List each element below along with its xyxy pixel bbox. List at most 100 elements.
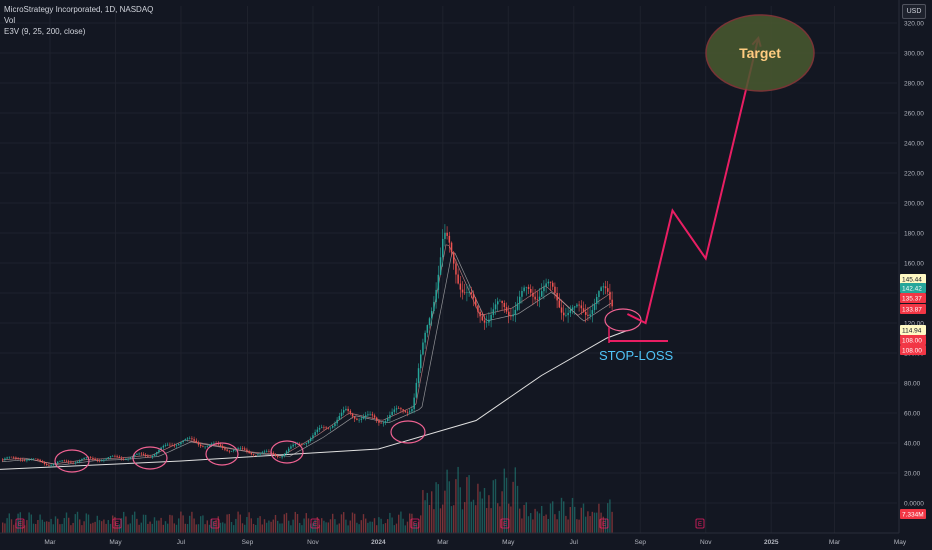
symbol-title[interactable]: MicroStrategy Incorporated, 1D, NASDAQ bbox=[4, 5, 154, 14]
candle-body bbox=[224, 447, 226, 450]
earnings-marker[interactable]: E bbox=[112, 518, 122, 529]
price-tag bbox=[900, 283, 926, 293]
candle-body bbox=[239, 448, 242, 449]
price-tick-label: 180.00 bbox=[904, 231, 924, 238]
earnings-marker[interactable]: E bbox=[599, 518, 609, 529]
candle-body bbox=[305, 442, 308, 444]
candle-body bbox=[468, 292, 470, 293]
volume-bar bbox=[426, 492, 428, 533]
candle-body bbox=[101, 460, 103, 462]
candle-body bbox=[422, 342, 424, 355]
candle-body bbox=[512, 314, 514, 317]
volume-bar bbox=[532, 519, 534, 533]
candle-body bbox=[541, 291, 543, 297]
volume-bar bbox=[439, 508, 442, 533]
candle-body bbox=[389, 414, 391, 419]
volume-bar bbox=[266, 522, 268, 533]
currency-badge[interactable]: USD bbox=[902, 4, 926, 19]
volume-bar bbox=[248, 512, 250, 533]
candle-body bbox=[431, 311, 433, 319]
volume-bar bbox=[197, 524, 200, 533]
earnings-marker[interactable]: E bbox=[210, 518, 220, 529]
candle-body bbox=[314, 432, 316, 436]
candle-body bbox=[222, 446, 224, 448]
volume-bar bbox=[582, 503, 585, 533]
price-tag-value: 135.37 bbox=[902, 296, 922, 303]
highlight-ellipse bbox=[205, 442, 239, 466]
price-tag bbox=[900, 274, 926, 284]
candle-body bbox=[10, 456, 13, 458]
volume-bar bbox=[510, 506, 512, 533]
volume-bar bbox=[21, 520, 24, 533]
candle-body bbox=[268, 451, 270, 452]
volume-bar bbox=[530, 513, 532, 533]
earnings-marker[interactable]: E bbox=[15, 518, 25, 529]
candle-body bbox=[127, 458, 129, 460]
candle-body bbox=[549, 281, 552, 283]
candle-body bbox=[211, 443, 213, 445]
candle-body bbox=[261, 452, 264, 454]
time-tick-label: Mar bbox=[44, 539, 56, 546]
price-tag-value: 133.87 bbox=[902, 307, 922, 314]
candle-body bbox=[226, 449, 228, 451]
candle-body bbox=[120, 457, 123, 459]
volume-bar bbox=[378, 517, 380, 533]
price-tick-label: 0.0000 bbox=[904, 501, 924, 508]
volume-bar bbox=[195, 524, 197, 533]
time-axis[interactable]: Mar May Jul Sep Nov 2024 Mar May Jul Sep Nov 2025 Ma… bbox=[0, 518, 932, 550]
volume-bar bbox=[169, 514, 171, 533]
volume-bar bbox=[303, 518, 305, 533]
candle-body bbox=[354, 416, 356, 419]
price-tag-value: 108.00 bbox=[902, 338, 922, 345]
volume-bar bbox=[600, 512, 602, 533]
price-axis[interactable]: 0.000020.0040.0060.0080.00100.00120.0014… bbox=[898, 0, 932, 550]
candle-body bbox=[169, 444, 171, 446]
time-tick-label: Sep bbox=[634, 539, 646, 546]
time-tick-label: Nov bbox=[307, 539, 319, 546]
volume-bar bbox=[307, 518, 310, 533]
volume-bar bbox=[59, 524, 61, 533]
volume-bar bbox=[580, 507, 582, 533]
volume-bar bbox=[290, 525, 292, 533]
volume-bar bbox=[411, 513, 413, 533]
candle-body bbox=[19, 459, 22, 461]
price-tag bbox=[900, 345, 926, 355]
candle-body bbox=[479, 311, 481, 317]
indicator-label[interactable]: E3V (9, 25, 200, close) bbox=[4, 27, 86, 36]
candle-body bbox=[442, 238, 444, 258]
candle-body bbox=[248, 451, 250, 453]
candle-body bbox=[587, 314, 589, 316]
candle-body bbox=[76, 461, 79, 463]
candle-body bbox=[48, 465, 50, 466]
volume-bar bbox=[404, 525, 406, 533]
candle-body bbox=[494, 304, 497, 310]
earnings-marker[interactable]: E bbox=[500, 518, 510, 529]
volume-bar bbox=[552, 501, 554, 533]
volume-bar bbox=[235, 518, 237, 533]
candle-body bbox=[578, 304, 580, 306]
price-tick-label: 280.00 bbox=[904, 81, 924, 88]
candle-body bbox=[307, 440, 310, 443]
earnings-marker[interactable]: E bbox=[410, 518, 420, 529]
volume-label[interactable]: Vol bbox=[4, 16, 16, 25]
volume-bar bbox=[219, 522, 222, 533]
time-tick-label: Mar bbox=[437, 539, 449, 546]
volume-bar bbox=[39, 514, 41, 533]
candle-body bbox=[433, 301, 435, 312]
candle-body bbox=[118, 456, 121, 458]
volume-bar bbox=[437, 484, 439, 533]
candle-body bbox=[92, 457, 94, 459]
volume-bar bbox=[448, 481, 450, 533]
volume-bar bbox=[393, 525, 395, 533]
volume-bar bbox=[534, 508, 536, 533]
earnings-marker[interactable]: E bbox=[310, 518, 320, 529]
volume-bar bbox=[569, 507, 571, 533]
earnings-marker[interactable]: E bbox=[695, 518, 705, 529]
annotations[interactable]: Target STOP-LOSS bbox=[54, 14, 815, 473]
candle-body bbox=[217, 443, 220, 445]
time-tick-label: May bbox=[502, 539, 515, 546]
volume-bar bbox=[543, 515, 545, 533]
volume-bar bbox=[380, 518, 382, 533]
